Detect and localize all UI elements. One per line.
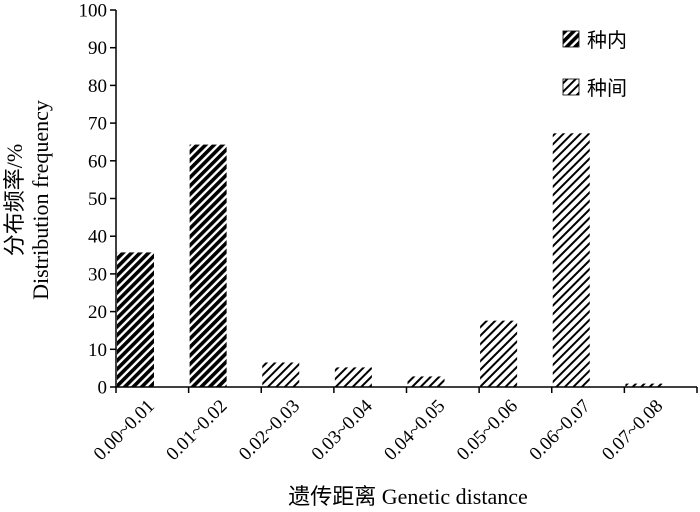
y-axis-title-english: Distribution frequency bbox=[28, 100, 53, 300]
x-tick-label: 0.05~0.06 bbox=[453, 396, 522, 465]
legend: 种内 种间 bbox=[562, 28, 627, 100]
x-tick-label: 0.00~0.01 bbox=[90, 396, 159, 465]
y-tick-label: 10 bbox=[88, 340, 107, 361]
y-tick-label: 90 bbox=[88, 38, 107, 59]
bar-interspecific-8 bbox=[625, 383, 663, 387]
y-tick-label: 40 bbox=[88, 227, 107, 248]
x-tick-label: 0.06~0.07 bbox=[525, 396, 594, 465]
x-axis-ticks: 0.00~0.01 0.01~0.02 0.02~0.03 0.03~0.04 0.04… bbox=[90, 387, 698, 465]
x-tick-label: 0.03~0.04 bbox=[308, 395, 377, 464]
bar-interspecific-4 bbox=[334, 367, 372, 387]
x-tick-label: 0.02~0.03 bbox=[235, 396, 304, 465]
bar-interspecific-6 bbox=[480, 320, 518, 387]
y-tick-label: 60 bbox=[88, 151, 107, 172]
y-axis-ticks: 0 10 20 30 40 50 60 70 80 90 100 bbox=[79, 1, 116, 399]
bar-interspecific-5 bbox=[407, 376, 445, 387]
x-tick-label: 0.04~0.05 bbox=[380, 396, 449, 465]
x-tick-label: 0.01~0.02 bbox=[162, 396, 231, 465]
bar-intraspecific-1 bbox=[117, 252, 154, 387]
y-tick-label: 100 bbox=[79, 1, 108, 22]
y-tick-label: 20 bbox=[88, 302, 107, 323]
y-tick-label: 80 bbox=[88, 76, 107, 97]
y-tick-label: 0 bbox=[98, 378, 108, 399]
bar-intraspecific-2 bbox=[189, 144, 227, 387]
x-tick-label: 0.07~0.08 bbox=[598, 396, 667, 465]
legend-swatch-inter bbox=[562, 78, 580, 96]
legend-swatch-intra bbox=[562, 30, 580, 48]
y-tick-label: 70 bbox=[88, 114, 107, 135]
bar-interspecific-3 bbox=[262, 362, 300, 387]
bars bbox=[117, 133, 663, 387]
y-axis-title-chinese: 分布频率/% bbox=[2, 144, 27, 256]
bar-interspecific-7 bbox=[552, 133, 590, 387]
legend-label-intra: 种内 bbox=[587, 28, 627, 52]
y-tick-label: 30 bbox=[88, 264, 107, 285]
legend-label-inter: 种间 bbox=[587, 76, 627, 100]
y-tick-label: 50 bbox=[88, 189, 107, 210]
x-axis-title: 遗传距离 Genetic distance bbox=[288, 484, 528, 509]
